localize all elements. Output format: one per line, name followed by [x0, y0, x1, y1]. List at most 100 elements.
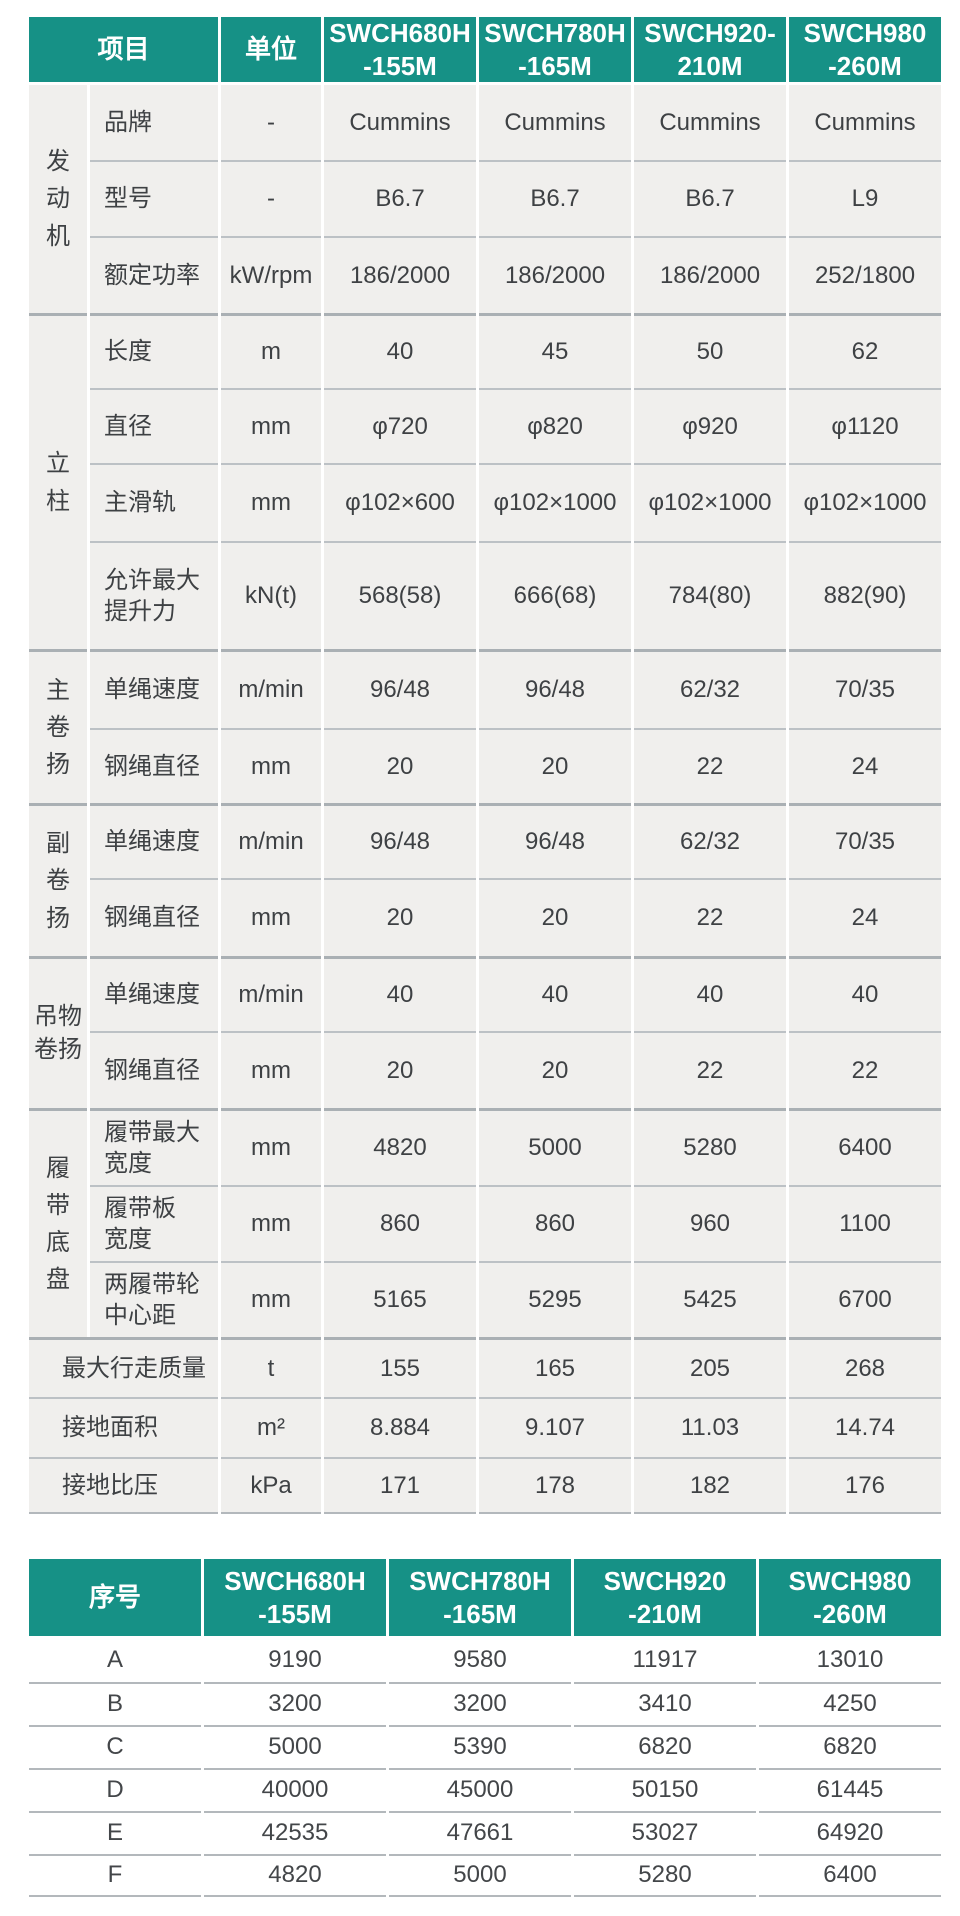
spec-unit: kW/rpm: [221, 236, 321, 313]
group-label-text: 发动机: [46, 148, 70, 250]
spec-item-label: 品牌: [90, 85, 218, 160]
spec-value: φ920: [634, 388, 786, 463]
spec-value: B6.7: [324, 160, 476, 236]
dim-value: 4250: [759, 1682, 941, 1725]
spec-value: 62: [789, 313, 941, 388]
dim-value: 64920: [759, 1811, 941, 1854]
spec-unit: mm: [221, 388, 321, 463]
spec-value: 96/48: [324, 803, 476, 878]
group-label-text: 主卷扬: [46, 676, 70, 779]
spec-value: B6.7: [634, 160, 786, 236]
spec-item-label: 单绳速度: [90, 803, 218, 878]
group-label-text: 吊物卷扬: [34, 1003, 82, 1063]
spec-item-label: 履带最大 宽度: [90, 1108, 218, 1185]
spec-unit: m²: [221, 1397, 321, 1457]
dims-header-index: 序号: [29, 1559, 201, 1639]
spec-value: 5165: [324, 1261, 476, 1337]
spec-value: 186/2000: [634, 236, 786, 313]
spec-item-label: 单绳速度: [90, 649, 218, 728]
spec-value: L9: [789, 160, 941, 236]
spec-value: 45: [479, 313, 631, 388]
spec-item-label: 最大行走质量: [29, 1337, 218, 1397]
dim-row-label: C: [29, 1725, 201, 1768]
dim-value: 5280: [574, 1854, 756, 1897]
spec-value: 24: [789, 728, 941, 803]
spec-value: φ102×1000: [634, 463, 786, 541]
spec-value: 40: [634, 956, 786, 1031]
spec-value: 171: [324, 1457, 476, 1514]
dim-value: 50150: [574, 1768, 756, 1811]
dims-header-model-1: SWCH680H -155M: [204, 1559, 386, 1639]
spec-value: 70/35: [789, 649, 941, 728]
spec-item-label: 单绳速度: [90, 956, 218, 1031]
group-label-text: 副卷扬: [46, 830, 70, 932]
dimensions-table: 序号 SWCH680H -155M SWCH780H -165M SWCH920…: [29, 1559, 941, 1897]
spec-item-label: 型号: [90, 160, 218, 236]
spec-unit: mm: [221, 1031, 321, 1108]
spec-value: 5295: [479, 1261, 631, 1337]
spec-value: 4820: [324, 1108, 476, 1185]
dim-value: 6820: [574, 1725, 756, 1768]
spec-unit: mm: [221, 1108, 321, 1185]
spec-unit: m/min: [221, 649, 321, 728]
dim-value: 3200: [389, 1682, 571, 1725]
spec-value: 62/32: [634, 803, 786, 878]
spec-value: 40: [324, 956, 476, 1031]
spec-table: 项目 单位 SWCH680H -155M SWCH780H -165M SWCH…: [29, 17, 941, 1514]
spec-item-label: 额定功率: [90, 236, 218, 313]
spec-header-model-4: SWCH980 -260M: [789, 17, 941, 85]
dim-value: 5000: [389, 1854, 571, 1897]
spec-value: 882(90): [789, 541, 941, 649]
spec-value: 1100: [789, 1185, 941, 1261]
dims-header-model-3: SWCH920 -210M: [574, 1559, 756, 1639]
spec-item-label: 长度: [90, 313, 218, 388]
group-label-mast: 立柱: [29, 313, 87, 649]
spec-unit: m: [221, 313, 321, 388]
spec-value: 784(80): [634, 541, 786, 649]
group-label-text: 立柱: [46, 450, 70, 515]
dim-value: 9580: [389, 1639, 571, 1682]
dim-row-label: D: [29, 1768, 201, 1811]
spec-item-label: 主滑轨: [90, 463, 218, 541]
spec-value: 14.74: [789, 1397, 941, 1457]
dim-value: 6820: [759, 1725, 941, 1768]
spec-value: 70/35: [789, 803, 941, 878]
spec-value: 5425: [634, 1261, 786, 1337]
dim-value: 47661: [389, 1811, 571, 1854]
spec-header-model-3: SWCH920- 210M: [634, 17, 786, 85]
spec-value: 50: [634, 313, 786, 388]
spec-item-label: 钢绳直径: [90, 878, 218, 956]
spec-value: φ1120: [789, 388, 941, 463]
spec-value: 20: [324, 1031, 476, 1108]
spec-value: φ102×1000: [479, 463, 631, 541]
spec-header-model-2: SWCH780H -165M: [479, 17, 631, 85]
spec-value: φ102×600: [324, 463, 476, 541]
group-label-text: 履带底盘: [46, 1154, 70, 1294]
spec-value: 22: [634, 728, 786, 803]
spec-unit: t: [221, 1337, 321, 1397]
spec-value: 860: [479, 1185, 631, 1261]
spec-value: 20: [324, 728, 476, 803]
spec-unit: m/min: [221, 956, 321, 1031]
spec-value: 155: [324, 1337, 476, 1397]
spec-value: 666(68): [479, 541, 631, 649]
dim-value: 4820: [204, 1854, 386, 1897]
dim-value: 13010: [759, 1639, 941, 1682]
spec-item-label: 直径: [90, 388, 218, 463]
spec-unit: -: [221, 160, 321, 236]
spec-value: 960: [634, 1185, 786, 1261]
dims-header-model-2: SWCH780H -165M: [389, 1559, 571, 1639]
dims-header-model-4: SWCH980 -260M: [759, 1559, 941, 1639]
spec-unit: mm: [221, 463, 321, 541]
spec-unit: -: [221, 85, 321, 160]
spec-value: 252/1800: [789, 236, 941, 313]
spec-value: Cummins: [789, 85, 941, 160]
spec-value: 178: [479, 1457, 631, 1514]
spec-value: 20: [479, 878, 631, 956]
spec-value: 186/2000: [479, 236, 631, 313]
dim-value: 9190: [204, 1639, 386, 1682]
dim-value: 3200: [204, 1682, 386, 1725]
spec-value: 176: [789, 1457, 941, 1514]
spec-header-model-1: SWCH680H -155M: [324, 17, 476, 85]
